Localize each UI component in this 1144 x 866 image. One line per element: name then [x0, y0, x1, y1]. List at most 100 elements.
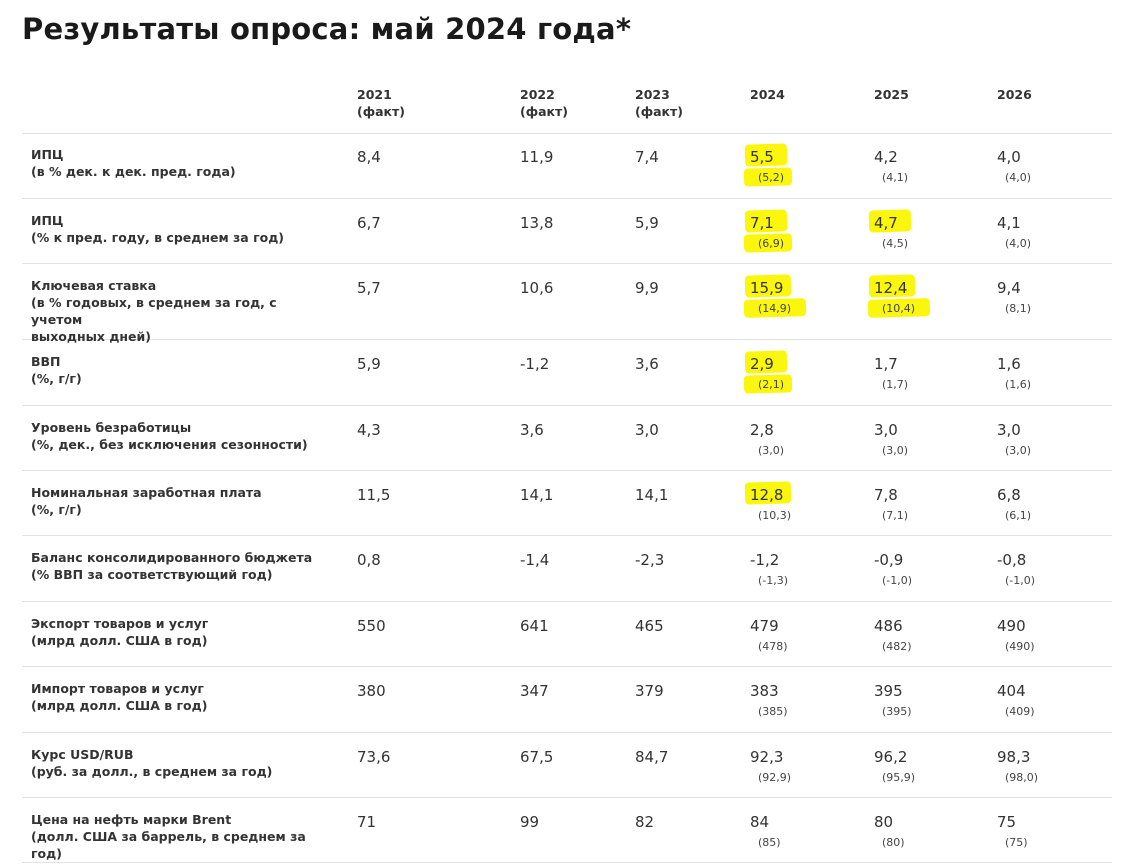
forecast-value: 92,3 [750, 748, 784, 766]
forecast-value: 84 [750, 813, 770, 831]
column-year: 2025 [874, 87, 909, 102]
row-label-line: Импорт товаров и услуг [31, 681, 204, 696]
forecast-value: 5,5 [750, 148, 774, 166]
column-year: 2023 [635, 87, 670, 102]
fact-value: 14,1 [635, 486, 669, 504]
column-header: 2024 [750, 86, 785, 103]
previous-forecast-value: (10,3) [758, 509, 792, 522]
row-label-line: (руб. за долл., в среднем за год) [31, 764, 273, 779]
fact-value: 4,3 [357, 421, 381, 439]
row-label-line: (%, г/г) [31, 502, 82, 517]
forecast-value: 9,4 [997, 279, 1021, 297]
forecast-value: 98,3 [997, 748, 1031, 766]
forecast-value: 395 [874, 682, 903, 700]
previous-forecast-value: (85) [758, 836, 781, 849]
row-label: ИПЦ (в % дек. к дек. пред. года) [31, 146, 331, 180]
fact-value: 11,9 [520, 148, 554, 166]
fact-value: 380 [357, 682, 386, 700]
fact-value: 347 [520, 682, 549, 700]
previous-forecast-value: (478) [758, 640, 788, 653]
forecast-value: 4,1 [997, 214, 1021, 232]
forecast-value: 96,2 [874, 748, 908, 766]
previous-forecast-value: (409) [1005, 705, 1035, 718]
forecast-value: 12,4 [874, 279, 908, 297]
fact-value: 10,6 [520, 279, 554, 297]
column-header: 2025 [874, 86, 909, 103]
row-label-line: (млрд долл. США в год) [31, 633, 208, 648]
previous-forecast-value: (7,1) [882, 509, 909, 522]
forecast-value: 1,7 [874, 355, 898, 373]
fact-value: 550 [357, 617, 386, 635]
fact-value: 3,6 [635, 355, 659, 373]
previous-forecast-value: (3,0) [882, 444, 909, 457]
column-year: 2022 [520, 87, 555, 102]
page-title: Результаты опроса: май 2024 года* [22, 12, 632, 46]
column-year: 2024 [750, 87, 785, 102]
row-label-line: (% к пред. году, в среднем за год) [31, 230, 284, 245]
fact-value: 3,6 [520, 421, 544, 439]
row-label-line: Экспорт товаров и услуг [31, 616, 209, 631]
fact-value: 5,9 [635, 214, 659, 232]
fact-value: 5,7 [357, 279, 381, 297]
row-label: Цена на нефть марки Brent (долл. США за б… [31, 811, 331, 862]
row-divider [22, 535, 1112, 536]
fact-value: 71 [357, 813, 377, 831]
fact-value: -1,4 [520, 551, 550, 569]
previous-forecast-value: (14,9) [758, 302, 792, 315]
fact-value: -2,3 [635, 551, 665, 569]
row-label: Экспорт товаров и услуг (млрд долл. США в… [31, 615, 331, 649]
column-header: 2021 (факт) [357, 86, 405, 120]
row-label: Импорт товаров и услуг (млрд долл. США в … [31, 680, 331, 714]
row-divider [22, 198, 1112, 199]
forecast-value: 6,8 [997, 486, 1021, 504]
fact-value: 379 [635, 682, 664, 700]
forecast-value: 2,9 [750, 355, 774, 373]
row-label-line: ИПЦ [31, 213, 64, 228]
previous-forecast-value: (10,4) [882, 302, 916, 315]
forecast-value: 479 [750, 617, 779, 635]
row-divider [22, 797, 1112, 798]
row-label: ИПЦ (% к пред. году, в среднем за год) [31, 212, 331, 246]
row-label-line: (долл. США за баррель, в среднем за год) [31, 829, 306, 861]
row-divider [22, 470, 1112, 471]
previous-forecast-value: (4,5) [882, 237, 909, 250]
forecast-value: 7,1 [750, 214, 774, 232]
row-label: Уровень безработицы (%, дек., без исключе… [31, 419, 331, 453]
previous-forecast-value: (490) [1005, 640, 1035, 653]
forecast-value: 3,0 [874, 421, 898, 439]
previous-forecast-value: (-1,0) [1005, 574, 1036, 587]
fact-value: 9,9 [635, 279, 659, 297]
fact-value: 84,7 [635, 748, 669, 766]
row-label-line: (в % дек. к дек. пред. года) [31, 164, 236, 179]
row-label-line: (млрд долл. США в год) [31, 698, 208, 713]
row-divider [22, 666, 1112, 667]
fact-value: 13,8 [520, 214, 554, 232]
forecast-value: 486 [874, 617, 903, 635]
forecast-value: 7,8 [874, 486, 898, 504]
column-note: (факт) [635, 104, 683, 119]
previous-forecast-value: (3,0) [1005, 444, 1032, 457]
column-header: 2026 [997, 86, 1032, 103]
forecast-value: 15,9 [750, 279, 784, 297]
previous-forecast-value: (395) [882, 705, 912, 718]
previous-forecast-value: (92,9) [758, 771, 792, 784]
fact-value: 67,5 [520, 748, 554, 766]
fact-value: 465 [635, 617, 664, 635]
previous-forecast-value: (6,1) [1005, 509, 1032, 522]
row-label-line: (%, дек., без исключения сезонности) [31, 437, 308, 452]
forecast-value: 3,0 [997, 421, 1021, 439]
forecast-value: 75 [997, 813, 1017, 831]
fact-value: 0,8 [357, 551, 381, 569]
previous-forecast-value: (6,9) [758, 237, 785, 250]
row-label: Номинальная заработная плата (%, г/г) [31, 484, 331, 518]
fact-value: 6,7 [357, 214, 381, 232]
row-label-line: Баланс консолидированного бюджета [31, 550, 313, 565]
previous-forecast-value: (4,0) [1005, 237, 1032, 250]
row-label-line: (в % годовых, в среднем за год, с учетом [31, 295, 277, 327]
previous-forecast-value: (1,7) [882, 378, 909, 391]
previous-forecast-value: (98,0) [1005, 771, 1039, 784]
previous-forecast-value: (80) [882, 836, 905, 849]
row-label-line: ИПЦ [31, 147, 64, 162]
forecast-value: 4,7 [874, 214, 898, 232]
previous-forecast-value: (482) [882, 640, 912, 653]
